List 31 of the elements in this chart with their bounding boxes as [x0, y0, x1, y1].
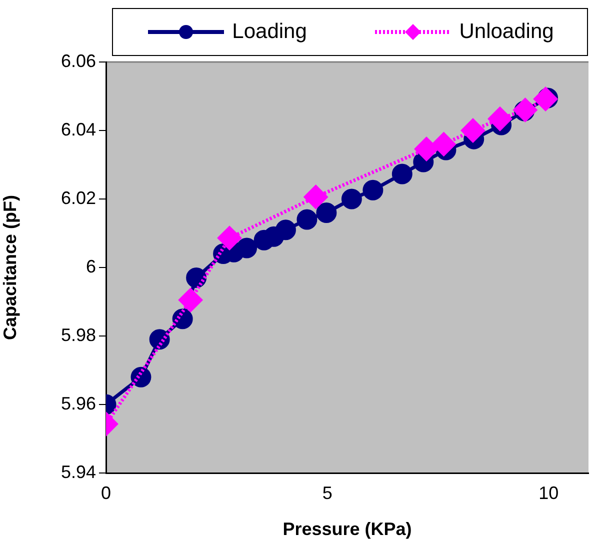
legend-label: Loading: [232, 20, 307, 44]
point: [341, 188, 362, 210]
x-tick-label: 0: [100, 482, 112, 503]
y-tick-label: 5.96: [60, 393, 96, 414]
y-tick-label: 5.94: [60, 462, 96, 482]
point: [186, 268, 207, 288]
point: [488, 107, 512, 131]
x-tick-label: 5: [322, 482, 332, 503]
x-axis-title: Pressure (KPa): [282, 519, 412, 540]
x-tick-label: 10: [538, 482, 559, 503]
point: [316, 202, 337, 223]
point: [296, 209, 318, 230]
point: [275, 220, 296, 240]
y-tick-label: 5.98: [60, 324, 96, 345]
y-tick-label: 6: [86, 256, 96, 276]
point: [178, 288, 202, 312]
y-tick-label: 6.06: [60, 50, 96, 71]
point: [432, 132, 456, 156]
point: [362, 180, 384, 200]
point: [461, 118, 485, 142]
point: [534, 87, 558, 111]
legend-label: Unloading: [459, 20, 554, 44]
point: [236, 238, 258, 258]
y-tick-label: 6.02: [60, 188, 96, 208]
point: [304, 185, 328, 209]
point: [513, 98, 537, 122]
point: [414, 137, 438, 161]
y-tick-label: 6.04: [60, 119, 96, 140]
point: [392, 164, 412, 184]
y-axis-title: Capacitance (pF): [0, 194, 20, 340]
point: [218, 226, 242, 250]
